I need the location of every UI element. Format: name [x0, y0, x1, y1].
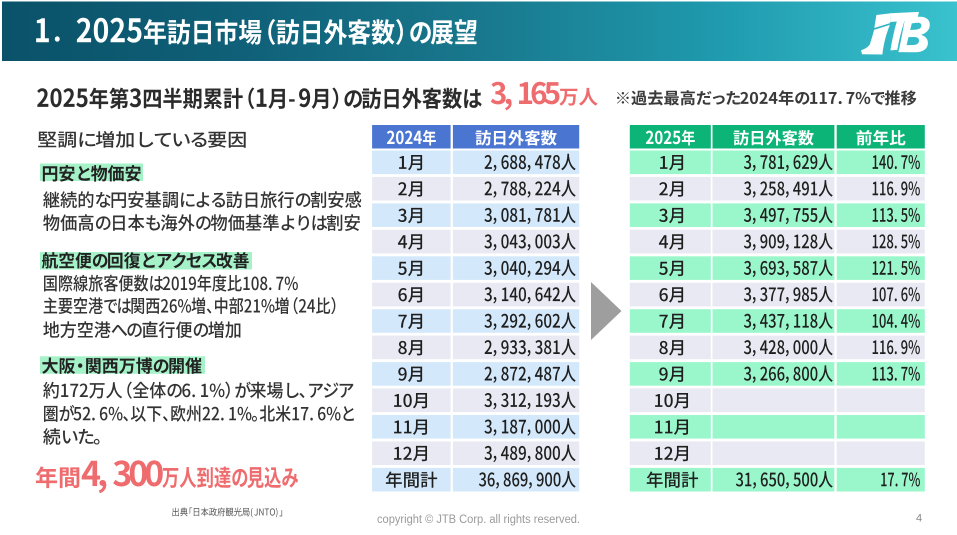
svg-text:copyright © JTB Corp. all righ: copyright © JTB Corp. all rights reserve…	[377, 514, 580, 526]
svg-text:4: 4	[916, 513, 922, 525]
